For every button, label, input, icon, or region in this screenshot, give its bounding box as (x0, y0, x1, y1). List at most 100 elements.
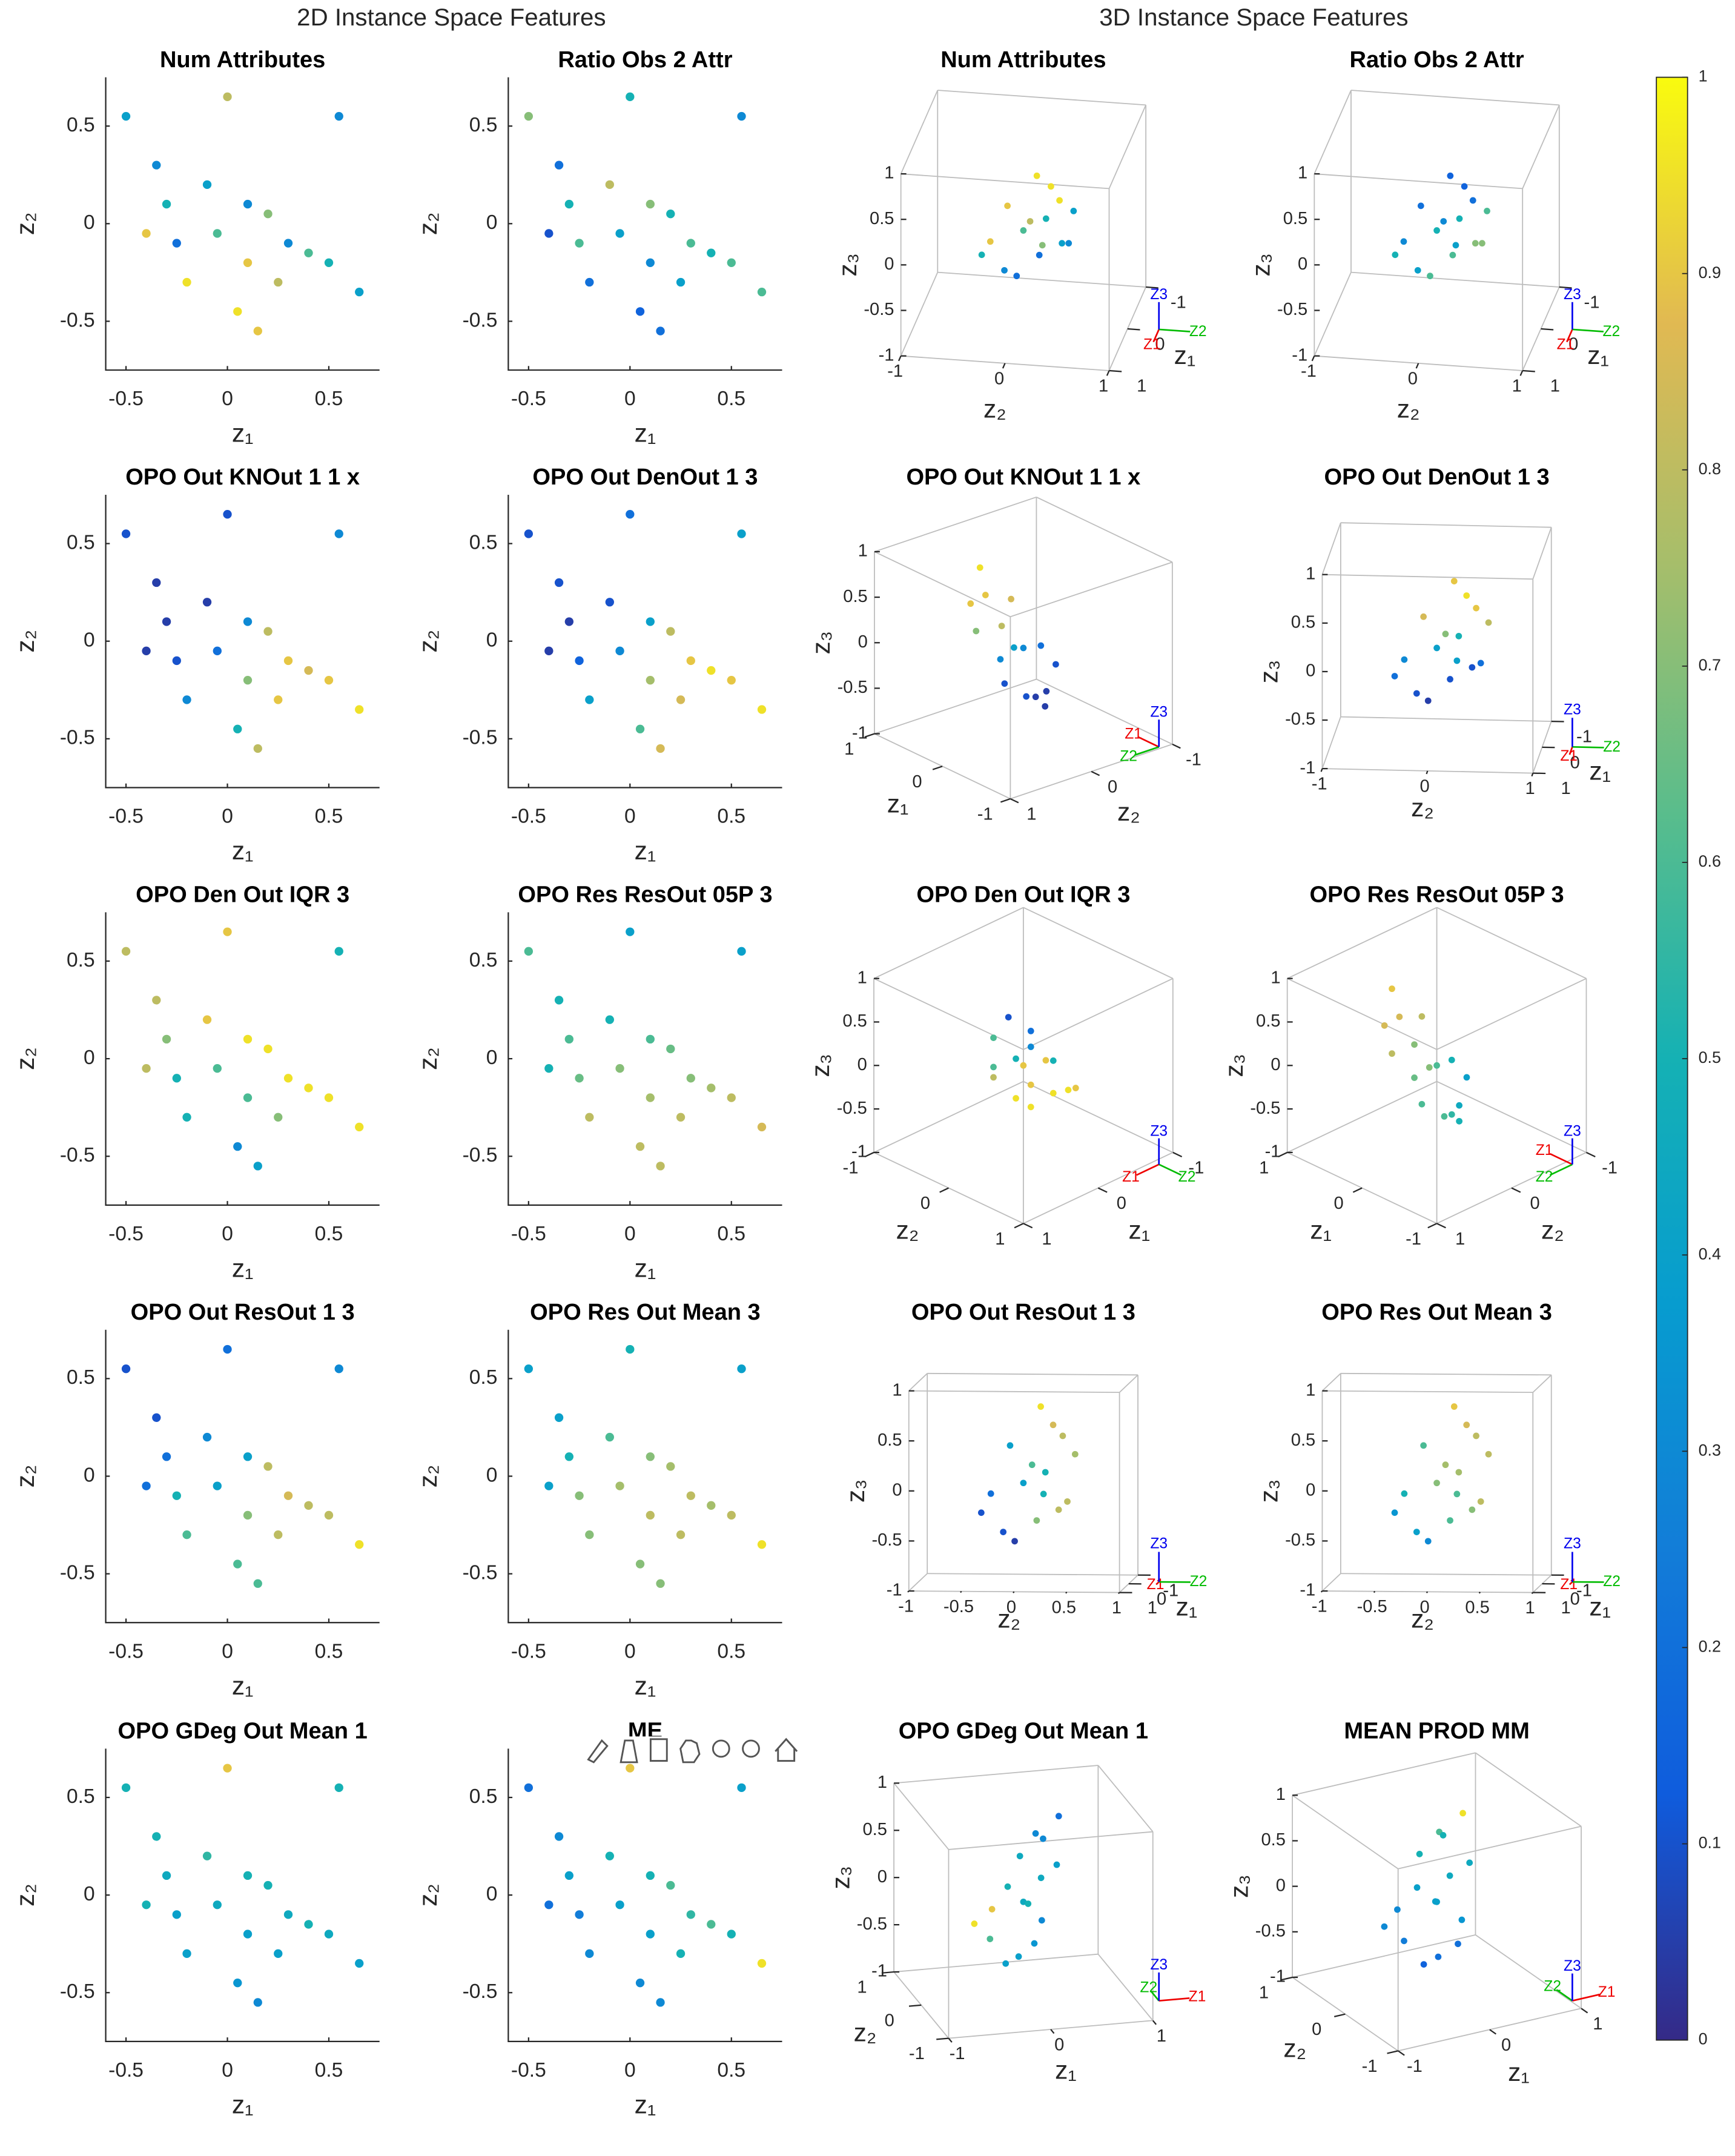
panel-title: OPO Out DenOut 1 3 (1324, 465, 1550, 490)
y-tick (1426, 1591, 1429, 1593)
scatter-point (1469, 197, 1476, 204)
scatter-point (324, 1929, 334, 1939)
z-tick-label: 0.5 (1256, 1011, 1280, 1031)
scatter-point (121, 947, 131, 956)
y-tick (1426, 770, 1429, 775)
scatter-point (544, 646, 554, 655)
z-tick-label: 0.5 (862, 1820, 887, 1839)
axes-box-edge (948, 1831, 1153, 1850)
z-axis-label: z₃ (1255, 660, 1284, 684)
z-tick-label: -0.5 (1285, 1530, 1315, 1550)
scatter-point (334, 947, 343, 956)
z-tick-label: 1 (1276, 1785, 1286, 1804)
scatter-point (202, 1851, 212, 1860)
scatter-point (1440, 218, 1447, 225)
scatter-point (1039, 242, 1046, 249)
colorbar-tick-label: 0.3 (1699, 1441, 1721, 1459)
scatter-point (1036, 251, 1043, 259)
scatter-point (626, 1764, 635, 1773)
x-axis-label: z₁ (1587, 342, 1609, 370)
scatter-point (707, 666, 716, 675)
scatter-point (524, 947, 534, 956)
scatter-point (1427, 273, 1433, 280)
axes-box-edge (1023, 907, 1174, 979)
x-tick-label: -0.5 (108, 1223, 144, 1245)
figure-toolbar[interactable] (585, 1736, 803, 1764)
y-tick (1065, 1592, 1068, 1594)
y-tick-label: 0 (486, 1047, 498, 1069)
brush-icon[interactable] (587, 1739, 609, 1764)
scatter-point (564, 1034, 573, 1044)
scatter-point (1420, 1442, 1427, 1449)
zoom-out-icon[interactable] (742, 1739, 760, 1758)
scatter-point (162, 1871, 171, 1880)
x-tick-label: -0.5 (511, 805, 546, 828)
scatter-point (635, 1142, 645, 1151)
y-tick-label: 0 (84, 1047, 95, 1069)
scatter-point (182, 1113, 191, 1122)
y-tick-label: -0.5 (60, 727, 95, 749)
y-tick (1387, 2050, 1398, 2054)
triad-label: Z2 (1544, 1978, 1561, 1994)
axes-box-edge (927, 1372, 1138, 1376)
scatter-point (1031, 1940, 1038, 1947)
panel-title: OPO Out DenOut 1 3 (532, 465, 758, 490)
scatter-point (676, 695, 686, 704)
triad-label: Z2 (1536, 1169, 1553, 1185)
triad-label: Z3 (1150, 1123, 1168, 1139)
y-tick-label: -1 (1301, 362, 1317, 381)
scatter-point (575, 656, 584, 666)
datatip-icon[interactable] (649, 1738, 668, 1762)
pan-icon[interactable] (679, 1739, 701, 1764)
scatter-point (263, 627, 273, 636)
scatter-point (585, 1949, 594, 1958)
y-axis-label: z₂ (12, 212, 40, 235)
x-tick-label: 0.5 (315, 1640, 343, 1662)
x-tick-label: 0.5 (315, 388, 343, 410)
y-tick-label: 1 (1512, 377, 1522, 396)
home-icon[interactable] (775, 1738, 798, 1762)
y-tick-label: 1 (1525, 1598, 1535, 1618)
scatter-point (1020, 644, 1027, 652)
y-tick-label: -0.5 (463, 1980, 498, 2003)
x-tick-label: -1 (1171, 293, 1186, 312)
scatter-point (564, 617, 573, 626)
scatter-point (1026, 218, 1034, 225)
scatter-point (686, 656, 695, 666)
brush-link-icon[interactable] (620, 1739, 638, 1764)
triad-label: Z1 (1147, 1576, 1165, 1593)
zoom-in-icon[interactable] (712, 1739, 730, 1758)
axes-box-edge (1287, 907, 1437, 979)
y-tick (1091, 770, 1100, 776)
z-tick-label: 1 (1306, 1380, 1315, 1400)
triad-label: Z1 (1560, 748, 1578, 764)
scatter-point (727, 1510, 736, 1520)
z-tick-label: 0.5 (877, 1430, 902, 1450)
axes-box-edge (874, 678, 1037, 735)
scatter-point (544, 1481, 554, 1490)
scatter-point (585, 277, 594, 287)
scatter-point (554, 578, 564, 587)
x-tick-label: 0 (1334, 1194, 1344, 1213)
y-axis-label: z₂ (1117, 798, 1140, 827)
scatter-point (263, 1044, 273, 1054)
triad-label: Z1 (1536, 1142, 1553, 1159)
scatter-point (1417, 202, 1424, 210)
y-axis-label: z₂ (12, 630, 40, 653)
scatter-point (1381, 1022, 1388, 1029)
scatter-point (656, 744, 665, 753)
x-tick-label: -1 (1407, 2057, 1423, 2076)
scatter-point (1001, 680, 1008, 687)
y-tick (1531, 1592, 1534, 1595)
scatter-point (1477, 1498, 1484, 1505)
y-axis-label: z₂ (12, 1883, 40, 1906)
scatter-point (1011, 644, 1017, 651)
scatter-point (1469, 664, 1476, 671)
panel-title: Ratio Obs 2 Attr (558, 47, 732, 73)
triad-label: Z2 (1140, 1980, 1157, 1996)
scatter-point (1448, 1056, 1455, 1063)
y-tick-label: 1 (1525, 779, 1535, 798)
scatter-point (253, 1998, 262, 2007)
scatter-point (635, 307, 645, 316)
triad-label: Z1 (1560, 1576, 1578, 1593)
